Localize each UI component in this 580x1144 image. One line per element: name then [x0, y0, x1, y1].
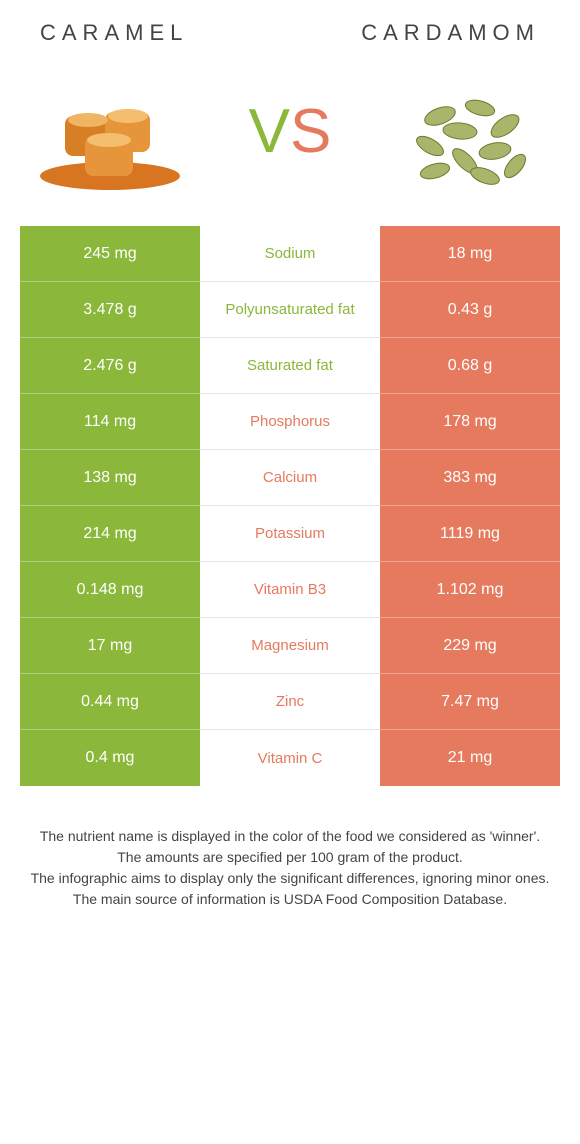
nutrient-label: Vitamin C — [200, 730, 380, 786]
nutrient-label: Polyunsaturated fat — [200, 282, 380, 338]
nutrient-label: Potassium — [200, 506, 380, 562]
right-value: 178 mg — [380, 394, 560, 450]
vs-label: VS — [249, 96, 332, 167]
nutrient-label: Saturated fat — [200, 338, 380, 394]
nutrient-label: Vitamin B3 — [200, 562, 380, 618]
right-value: 229 mg — [380, 618, 560, 674]
images-row: VS — [0, 56, 580, 226]
footer-line: The amounts are specified per 100 gram o… — [20, 847, 560, 868]
table-row: 0.44 mgZinc7.47 mg — [20, 674, 560, 730]
table-row: 0.4 mgVitamin C21 mg — [20, 730, 560, 786]
left-value: 138 mg — [20, 450, 200, 506]
table-row: 245 mgSodium18 mg — [20, 226, 560, 282]
right-value: 1.102 mg — [380, 562, 560, 618]
left-value: 17 mg — [20, 618, 200, 674]
footer-line: The main source of information is USDA F… — [20, 889, 560, 910]
table-row: 138 mgCalcium383 mg — [20, 450, 560, 506]
table-row: 114 mgPhosphorus178 mg — [20, 394, 560, 450]
right-value: 21 mg — [380, 730, 560, 786]
vs-v: V — [249, 96, 290, 167]
nutrient-label: Magnesium — [200, 618, 380, 674]
table-row: 2.476 gSaturated fat0.68 g — [20, 338, 560, 394]
right-food-title: CARDAMOM — [361, 20, 540, 46]
table-row: 3.478 gPolyunsaturated fat0.43 g — [20, 282, 560, 338]
nutrient-label: Calcium — [200, 450, 380, 506]
right-value: 7.47 mg — [380, 674, 560, 730]
footer-line: The nutrient name is displayed in the co… — [20, 826, 560, 847]
left-value: 2.476 g — [20, 338, 200, 394]
left-value: 0.148 mg — [20, 562, 200, 618]
left-value: 0.4 mg — [20, 730, 200, 786]
left-food-title: CARAMEL — [40, 20, 188, 46]
right-value: 383 mg — [380, 450, 560, 506]
header: CARAMEL CARDAMOM — [0, 0, 580, 56]
vs-s: S — [290, 96, 331, 167]
left-value: 3.478 g — [20, 282, 200, 338]
cardamom-image — [390, 66, 550, 196]
table-row: 214 mgPotassium1119 mg — [20, 506, 560, 562]
right-value: 1119 mg — [380, 506, 560, 562]
left-value: 0.44 mg — [20, 674, 200, 730]
table-row: 17 mgMagnesium229 mg — [20, 618, 560, 674]
caramel-image — [30, 66, 190, 196]
right-value: 18 mg — [380, 226, 560, 282]
nutrient-label: Sodium — [200, 226, 380, 282]
right-value: 0.68 g — [380, 338, 560, 394]
nutrient-label: Phosphorus — [200, 394, 380, 450]
footer: The nutrient name is displayed in the co… — [0, 786, 580, 950]
nutrient-table: 245 mgSodium18 mg3.478 gPolyunsaturated … — [20, 226, 560, 786]
left-value: 214 mg — [20, 506, 200, 562]
left-value: 245 mg — [20, 226, 200, 282]
left-value: 114 mg — [20, 394, 200, 450]
table-row: 0.148 mgVitamin B31.102 mg — [20, 562, 560, 618]
footer-line: The infographic aims to display only the… — [20, 868, 560, 889]
right-value: 0.43 g — [380, 282, 560, 338]
nutrient-label: Zinc — [200, 674, 380, 730]
